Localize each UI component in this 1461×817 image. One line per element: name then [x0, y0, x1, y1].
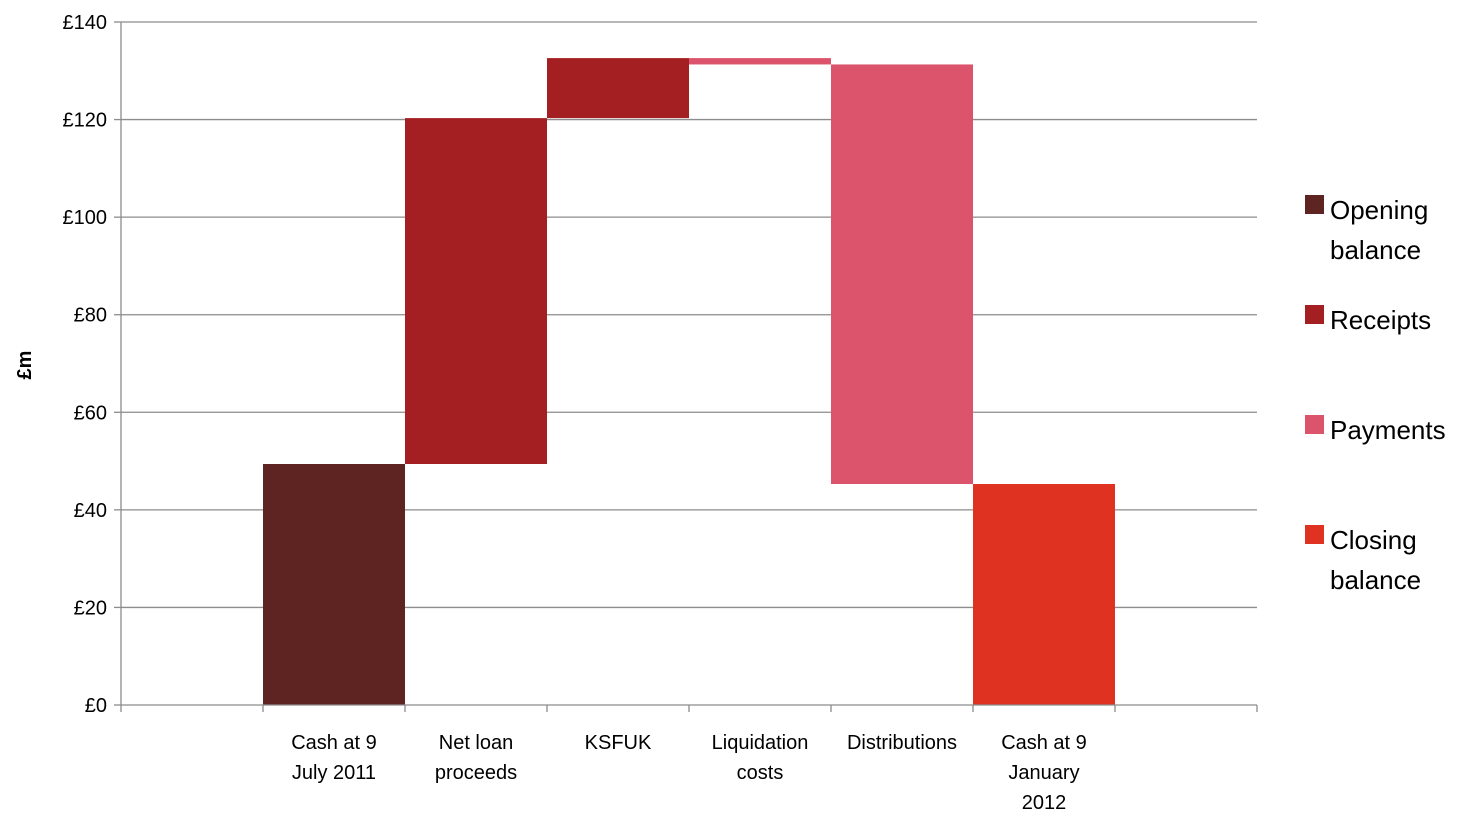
x-category-label-line: Cash at 9: [291, 732, 377, 754]
legend-item: Receipts: [1305, 305, 1431, 335]
legend: Opening balance Receipts Payments Closing bal…: [1305, 195, 1446, 595]
x-category-label-line: July 2011: [292, 762, 376, 784]
legend-item: Payments: [1305, 415, 1446, 445]
legend-label: Payments: [1330, 415, 1446, 445]
bar-1: [263, 463, 405, 705]
x-category-label: KSFUK: [585, 732, 652, 754]
legend-swatch: [1305, 305, 1324, 324]
legend-swatch: [1305, 195, 1324, 214]
y-tick-label: £80: [74, 305, 107, 327]
legend-label: balance: [1330, 235, 1421, 265]
legend-label: balance: [1330, 565, 1421, 595]
y-tick-label: £20: [74, 597, 107, 619]
x-category-label-line: Net loan: [439, 732, 514, 754]
y-tick-label: £60: [74, 402, 107, 424]
y-axis-ticks: £0 £20 £40 £60 £80 £100 £120 £140: [63, 12, 121, 717]
x-category-label-line: Distributions: [847, 732, 957, 754]
legend-label: Opening: [1330, 195, 1428, 225]
x-category-label-line: January: [1008, 762, 1079, 784]
x-category-label-line: KSFUK: [585, 732, 652, 754]
legend-item: Opening balance: [1305, 195, 1428, 265]
bar-6: [973, 484, 1115, 705]
x-category-label: Net loan proceeds: [435, 732, 517, 784]
x-category-label-line: costs: [737, 762, 784, 784]
legend-swatch: [1305, 415, 1324, 434]
legend-swatch: [1305, 525, 1324, 544]
y-tick-label: £120: [63, 110, 108, 132]
bar-5: [831, 64, 973, 485]
y-tick-label: £100: [63, 207, 108, 229]
legend-label: Closing: [1330, 525, 1417, 555]
bar-4: [689, 58, 831, 65]
x-category-label: Cash at 9 July 2011: [291, 732, 377, 784]
y-tick-label: £140: [63, 12, 108, 34]
bar-3: [547, 58, 689, 119]
x-axis-category-labels: Cash at 9 July 2011 Net loan proceeds KSFUK L…: [291, 732, 1087, 814]
bars: [263, 58, 1115, 705]
y-tick-label: £40: [74, 500, 107, 522]
x-category-label-line: proceeds: [435, 762, 517, 784]
x-category-label-line: Cash at 9: [1001, 732, 1087, 754]
x-category-label: Distributions: [847, 732, 957, 754]
bar-2: [405, 118, 547, 464]
y-axis-title: £m: [14, 351, 36, 380]
axes: [120, 22, 1258, 712]
x-category-label-line: Liquidation: [712, 732, 809, 754]
legend-label: Receipts: [1330, 305, 1431, 335]
legend-item: Closing balance: [1305, 525, 1421, 595]
x-category-label-line: 2012: [1022, 792, 1067, 814]
y-tick-label: £0: [85, 695, 107, 717]
x-category-label: Liquidation costs: [712, 732, 809, 784]
x-category-label: Cash at 9 January 2012: [1001, 732, 1087, 814]
